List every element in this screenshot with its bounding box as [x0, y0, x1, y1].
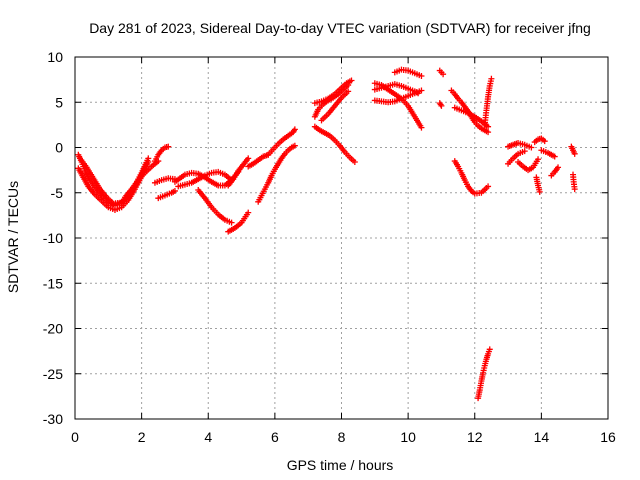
y-tick-label: 5	[55, 94, 63, 110]
series-arc37	[548, 164, 562, 179]
series-arc16	[311, 123, 358, 165]
data-point	[551, 153, 558, 160]
data-point	[571, 150, 578, 157]
data-point	[228, 219, 235, 226]
series-arc9	[175, 168, 235, 190]
x-tick-label: 6	[271, 429, 279, 445]
x-tick-label: 14	[534, 429, 550, 445]
y-tick-label: -10	[43, 230, 63, 246]
data-point	[143, 160, 150, 167]
series-arc32	[505, 148, 528, 167]
data-point	[485, 129, 492, 136]
series-arc4	[121, 158, 162, 201]
y-tick-label: -25	[43, 366, 63, 382]
x-tick-label: 10	[400, 429, 416, 445]
data-point	[171, 187, 178, 194]
series-arc7	[155, 187, 178, 202]
data-point	[291, 142, 298, 149]
series-arc34	[531, 135, 548, 146]
x-tick-labels: 0 2 4 6 8 10 12 14 16	[71, 429, 616, 445]
series-arc31	[505, 139, 535, 151]
series-arc23	[391, 66, 425, 80]
series-arc36	[538, 147, 558, 160]
series-arc38	[568, 143, 578, 157]
data-point	[165, 143, 172, 150]
data-point	[485, 123, 492, 130]
series-arc19	[318, 88, 352, 124]
y-tick-label: 0	[55, 140, 63, 156]
chart-title: Day 281 of 2023, Sidereal Day-to-day VTE…	[89, 20, 591, 36]
series-arc24	[436, 67, 447, 78]
series-arc33	[515, 156, 542, 174]
series-arc22	[371, 80, 425, 131]
series-arc30	[475, 346, 493, 402]
series-arc5	[151, 143, 172, 165]
data-point	[521, 148, 528, 155]
data-point	[485, 183, 492, 190]
series-arc39	[570, 171, 578, 193]
data-point	[418, 73, 425, 80]
grid	[75, 57, 608, 419]
data-point	[351, 158, 358, 165]
data-point	[528, 144, 535, 151]
series-arc11	[225, 209, 252, 235]
data-point	[571, 186, 578, 193]
data-point	[438, 102, 445, 109]
series-arc12	[225, 155, 252, 189]
x-tick-label: 4	[204, 429, 212, 445]
data-point	[345, 88, 352, 95]
series-arc25	[436, 100, 445, 109]
data-point	[486, 346, 493, 353]
series-arc35	[533, 174, 543, 195]
series-arc27	[451, 104, 492, 130]
data-point	[245, 155, 252, 162]
data-point	[535, 156, 542, 163]
x-tick-label: 2	[138, 429, 146, 445]
data-point	[437, 101, 444, 108]
series-arc28	[451, 158, 492, 197]
series-arc29	[481, 75, 495, 128]
x-tick-label: 16	[600, 429, 616, 445]
data-point	[291, 126, 298, 133]
y-tick-label: 10	[47, 49, 63, 65]
y-tick-labels: -30 -25 -20 -15 -10 -5 0 5 10	[43, 49, 63, 427]
x-tick-label: 8	[338, 429, 346, 445]
y-tick-label: -5	[51, 185, 64, 201]
x-axis-label: GPS time / hours	[287, 457, 394, 473]
data-point	[245, 209, 252, 216]
data-point	[488, 75, 495, 82]
y-axis-label: SDTVAR / TECUs	[5, 181, 21, 293]
y-tick-label: -20	[43, 321, 63, 337]
y-tick-label: -30	[43, 411, 63, 427]
axis-ticks	[74, 56, 609, 420]
data-point	[348, 77, 355, 84]
y-tick-label: -15	[43, 275, 63, 291]
data-point	[541, 138, 548, 145]
data-point	[536, 188, 543, 195]
data-point	[440, 71, 447, 78]
series-arc18	[311, 77, 355, 107]
series-arc14	[255, 142, 298, 205]
x-tick-label: 12	[467, 429, 483, 445]
data-point	[418, 124, 425, 131]
data-point	[418, 87, 425, 94]
data-point	[555, 164, 562, 171]
series-arc10	[195, 187, 235, 226]
data-marks	[75, 66, 578, 402]
series-arc6	[151, 175, 178, 186]
series-arc15	[265, 126, 298, 158]
x-tick-label: 0	[71, 429, 79, 445]
